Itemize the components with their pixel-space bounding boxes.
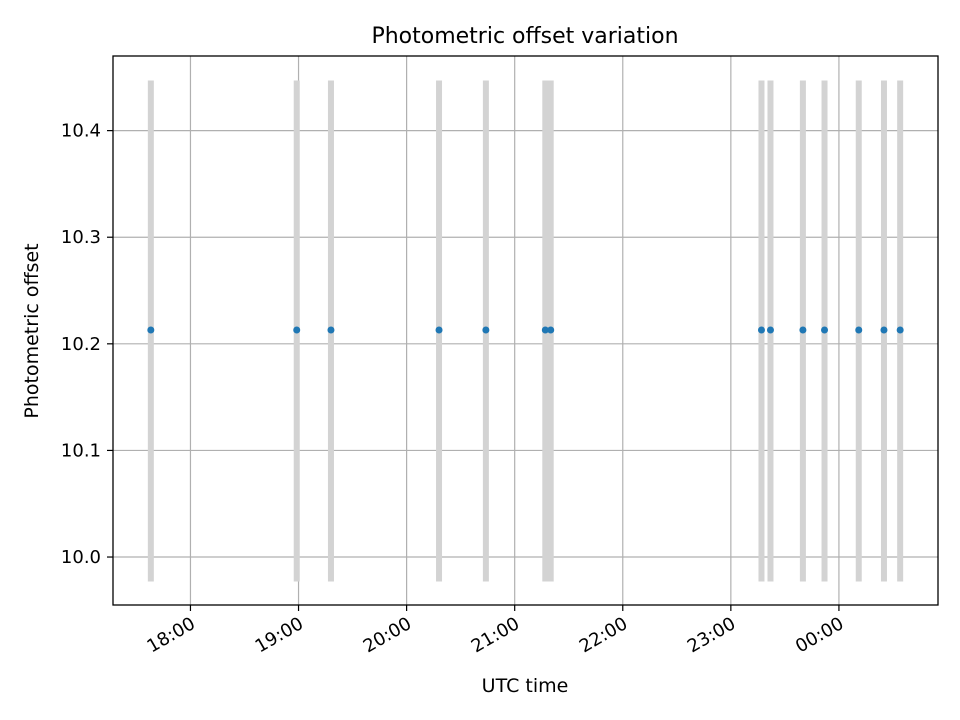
data-point bbox=[482, 326, 490, 334]
data-point bbox=[896, 326, 904, 334]
y-tick-label: 10.3 bbox=[61, 227, 101, 248]
plot-frame bbox=[112, 55, 939, 606]
y-tick-label: 10.1 bbox=[61, 440, 101, 461]
y-tick-label: 10.0 bbox=[61, 547, 101, 568]
y-axis-ticks: 10.0 10.1 10.2 10.3 10.4 bbox=[61, 121, 113, 568]
y-tick-label: 10.2 bbox=[61, 334, 101, 355]
data-point bbox=[799, 326, 807, 334]
data-point bbox=[541, 326, 549, 334]
data-point bbox=[327, 326, 335, 334]
data-point bbox=[547, 326, 555, 334]
data-point bbox=[821, 326, 829, 334]
x-axis-label: UTC time bbox=[482, 675, 569, 697]
data-point bbox=[757, 326, 765, 334]
data-point bbox=[435, 326, 443, 334]
data-point bbox=[293, 326, 301, 334]
data-point bbox=[880, 326, 888, 334]
y-tick-label: 10.4 bbox=[61, 121, 101, 142]
data-point bbox=[855, 326, 863, 334]
data-point bbox=[147, 326, 155, 334]
data-point bbox=[766, 326, 774, 334]
chart-title: Photometric offset variation bbox=[371, 24, 678, 49]
data-points bbox=[147, 326, 904, 334]
y-axis-label: Photometric offset bbox=[21, 243, 43, 418]
